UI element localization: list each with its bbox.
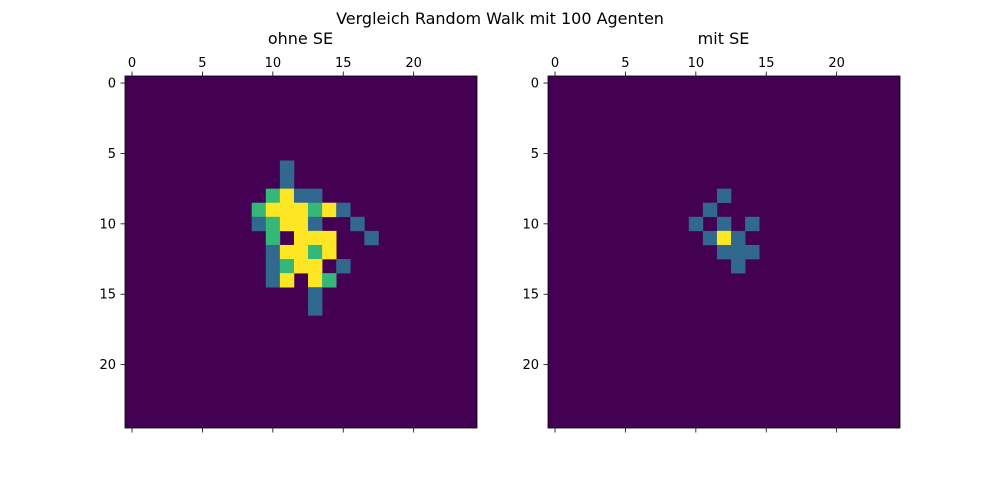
heatmap-cell [308, 287, 323, 302]
plot-frame [547, 75, 901, 429]
y-tick-label: 15 [99, 288, 116, 303]
heatmap-cell [279, 202, 295, 218]
heatmap-cell [336, 202, 351, 218]
heatmap-cell [293, 244, 309, 260]
heatmap-cell [293, 216, 309, 232]
x-tick-label: 15 [758, 56, 775, 71]
heatmap-cell [265, 202, 281, 218]
panel-title: ohne SE [268, 29, 333, 48]
heatmap-cell [745, 216, 760, 232]
heatmap-cell [265, 216, 281, 232]
heatmap-cell [265, 188, 281, 204]
heatmap-cell [279, 244, 295, 260]
heatmap-cell [364, 230, 379, 246]
heatmap-cell [716, 230, 732, 246]
heatmap-panel-mit-se: mit SE 0 5 10 15 20 0 5 10 15 20 [522, 29, 901, 433]
heatmap-cell [702, 202, 718, 218]
y-tick-label: 10 [99, 217, 116, 232]
heatmap-cell [322, 202, 337, 218]
heatmap-cell [293, 188, 309, 204]
y-tick-label: 5 [531, 147, 539, 162]
x-tick-label: 10 [265, 56, 282, 71]
heatmap-cell [322, 244, 337, 260]
heatmap-cell [308, 188, 323, 204]
heatmap-cell [702, 230, 718, 246]
x-tick-label: 5 [198, 56, 206, 71]
heatmap-cell [731, 230, 746, 246]
heatmap-cell [308, 202, 323, 218]
x-tick-label: 20 [828, 56, 845, 71]
x-tick-label: 5 [621, 56, 629, 71]
heatmap-cell [322, 230, 337, 246]
heatmap-cell [279, 216, 295, 232]
heatmap-cell [279, 273, 295, 288]
figure-title: Vergleich Random Walk mit 100 Agenten [336, 9, 664, 28]
y-tick-label: 0 [531, 77, 539, 92]
y-tick-label: 20 [99, 358, 116, 373]
y-tick-label: 20 [522, 358, 539, 373]
x-tick-label: 20 [405, 56, 422, 71]
heatmap-cell [293, 259, 309, 274]
heatmap-cell [308, 216, 323, 232]
heatmap-panel-ohne-se: ohne SE 0 5 10 15 20 0 5 10 15 20 [99, 29, 478, 433]
heatmap-cell [265, 230, 281, 246]
heatmap-cell [265, 244, 281, 260]
y-tick-label: 10 [522, 217, 539, 232]
heatmap-cell [308, 301, 323, 316]
heatmap-cell [716, 216, 732, 232]
heatmap-cell [322, 273, 337, 288]
x-tick-label: 0 [551, 56, 559, 71]
heatmap-cell [308, 259, 323, 274]
panel-title: mit SE [698, 29, 750, 48]
heatmap-cell [293, 202, 309, 218]
heatmap-cell [731, 259, 746, 274]
x-tick-label: 10 [688, 56, 705, 71]
heatmap-cell [731, 244, 746, 260]
heatmap-cell [293, 230, 309, 246]
x-tick-label: 0 [128, 56, 136, 71]
y-tick-label: 15 [522, 288, 539, 303]
heatmap-cell [688, 216, 704, 232]
plot-frame [124, 75, 478, 429]
heatmap-cell [279, 160, 295, 175]
heatmap-cell [308, 230, 323, 246]
heatmap-cell [279, 188, 295, 204]
heatmap-cell [350, 216, 365, 232]
heatmap-cell [336, 259, 351, 274]
y-tick-label: 5 [108, 147, 116, 162]
heatmap-cell [716, 244, 732, 260]
heatmap-cell [265, 259, 281, 274]
y-tick-label: 0 [108, 77, 116, 92]
heatmap-cell [308, 273, 323, 288]
heatmap-cell [279, 174, 295, 189]
heatmap-cell [251, 202, 267, 218]
heatmap-cell [716, 188, 732, 204]
heatmap-cell [745, 244, 760, 260]
x-tick-label: 15 [335, 56, 352, 71]
heatmap-cell [251, 216, 267, 232]
heatmap-cell [279, 259, 295, 274]
heatmap-cell [265, 273, 281, 288]
heatmap-cell [308, 244, 323, 260]
